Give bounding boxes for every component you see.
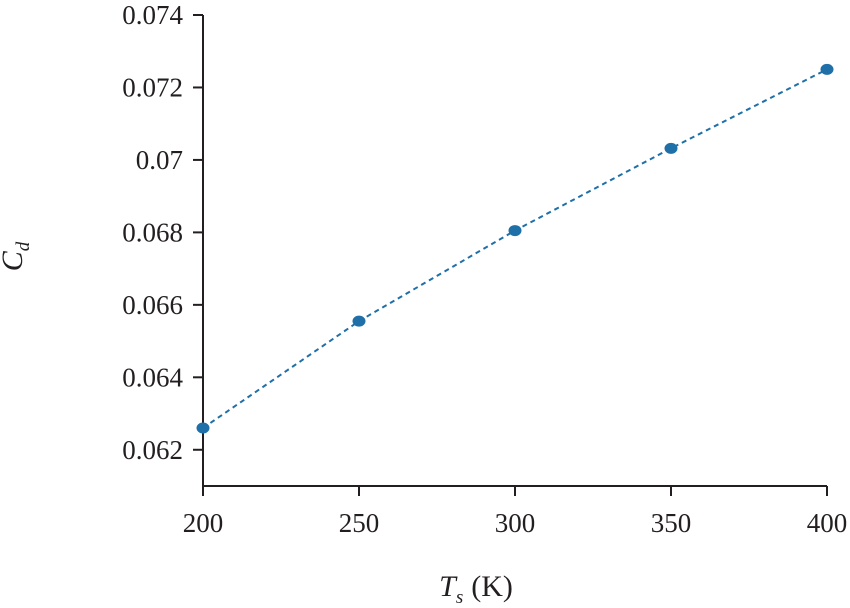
x-tick-label: 350: [651, 508, 692, 538]
data-point: [508, 225, 522, 237]
y-ticks: 0.062 0.064 0.066 0.068 0.07 0.072 0.074: [122, 0, 203, 465]
y-axis-title-main: C: [0, 250, 29, 271]
x-ticks: 200 250 300 350 400: [183, 486, 848, 538]
data-point: [196, 422, 210, 434]
series-line: [202, 68, 828, 429]
y-tick-label: 0.068: [122, 217, 183, 247]
data-point: [820, 63, 834, 75]
x-axis-title-sub: s: [456, 587, 463, 608]
x-axis-title: Ts (K): [439, 570, 513, 608]
data-point: [352, 315, 366, 327]
x-tick-label: 200: [183, 508, 224, 538]
x-tick-label: 250: [339, 508, 380, 538]
x-axis-title-main: T: [439, 570, 458, 603]
y-tick-label: 0.064: [122, 362, 183, 392]
y-tick-label: 0.074: [122, 0, 183, 30]
y-axis-title: Cd: [0, 241, 34, 271]
x-axis-title-unit: (K): [471, 570, 513, 603]
y-tick-label: 0.062: [122, 435, 183, 465]
y-axis-title-sub: d: [13, 241, 34, 251]
y-tick-label: 0.072: [122, 72, 183, 102]
series: [196, 63, 834, 434]
data-point: [664, 142, 678, 154]
x-tick-label: 400: [807, 508, 848, 538]
x-tick-label: 300: [495, 508, 536, 538]
y-tick-label: 0.07: [136, 145, 183, 175]
y-tick-label: 0.066: [122, 290, 183, 320]
